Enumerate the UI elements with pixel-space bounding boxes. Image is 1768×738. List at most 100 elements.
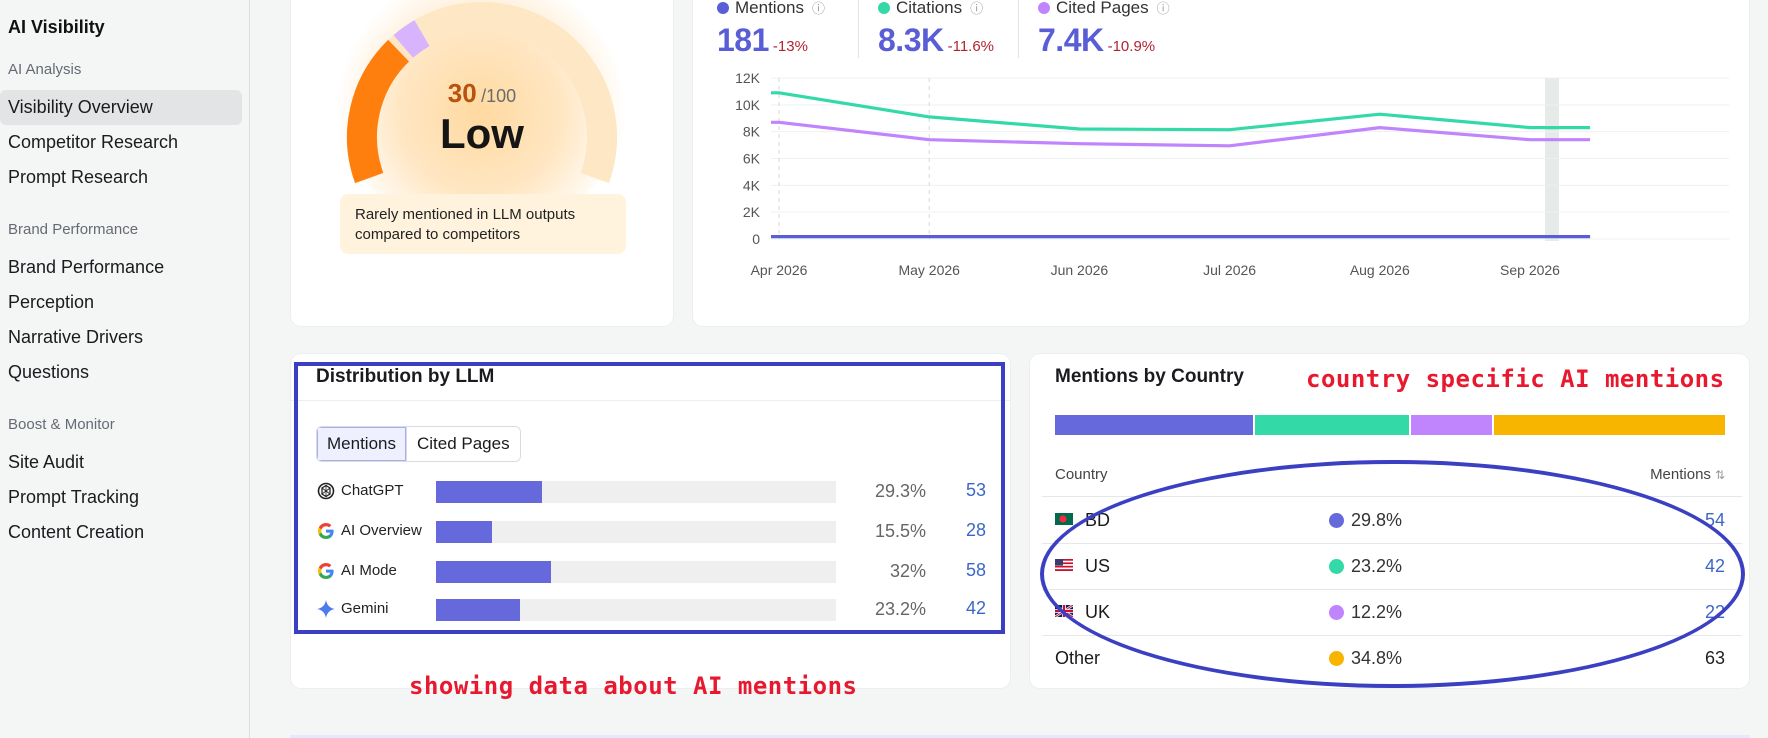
metric-citations-value: 8.3K -11.6% <box>878 22 994 59</box>
country-share-segment <box>1410 415 1492 435</box>
info-icon[interactable]: ⓘ <box>970 1 984 16</box>
gauge-competitor-segment <box>393 20 430 58</box>
llm-count-link[interactable]: 28 <box>965 520 986 540</box>
next-card-edge <box>290 735 1750 738</box>
llm-bar-track <box>436 599 836 621</box>
visibility-level: Low <box>440 110 524 157</box>
sidebar-section-brand-performance: Brand Performance <box>8 221 139 238</box>
metric-divider <box>858 0 859 58</box>
bd-flag-icon <box>1055 513 1073 525</box>
llm-name: Gemini <box>341 600 389 617</box>
metric-cited-pages-label: Cited Pages <box>1056 0 1149 17</box>
y-tick-label: 2K <box>743 204 761 220</box>
google-icon <box>317 562 334 580</box>
tab-cited-pages[interactable]: Cited Pages <box>405 427 520 461</box>
annotation-rectangle <box>294 362 1005 634</box>
gauge-fill <box>346 39 410 184</box>
trend-line-chart[interactable]: 0 2K 4K 6K 8K 10K 12K Apr 2026 May 2026 Jun 2026 J… <box>693 0 1749 326</box>
visibility-score-card: 30 /100 Low Rarely mentioned in LLM outp… <box>291 0 673 326</box>
sidebar-item-prompt-tracking[interactable]: Prompt Tracking <box>8 487 140 507</box>
column-header-country[interactable]: Country <box>1055 466 1108 483</box>
metric-mentions-header: Mentions ⓘ <box>717 0 825 18</box>
x-tick-label: Sep 2026 <box>1500 262 1560 278</box>
column-header-mentions[interactable]: Mentions ⇅ <box>1585 466 1725 483</box>
sidebar-item-brand-performance[interactable]: Brand Performance <box>8 257 165 277</box>
llm-bar-track <box>436 481 836 503</box>
distribution-tabs: Mentions Cited Pages <box>316 426 521 462</box>
llm-bar <box>436 561 552 583</box>
sidebar-title: AI Visibility <box>8 17 105 37</box>
mentions-value: 181 <box>717 22 769 58</box>
sidebar-item-questions[interactable]: Questions <box>8 362 90 382</box>
annotation-ellipse <box>1040 460 1745 688</box>
gauge-glow <box>331 0 631 230</box>
x-tick-label: Jun 2026 <box>1051 262 1109 278</box>
llm-row-ai-overview: AI Overview 15.5% 28 <box>316 516 996 546</box>
gauge-score: 30 /100 <box>291 78 673 109</box>
visibility-gauge <box>346 2 617 184</box>
sidebar-item-visibility-overview[interactable]: Visibility Overview <box>0 90 242 125</box>
mentions-dot-icon <box>717 2 729 14</box>
sidebar-item-narrative-drivers[interactable]: Narrative Drivers <box>8 327 144 347</box>
score-max: /100 <box>481 86 517 106</box>
llm-bar-track <box>436 521 836 543</box>
llm-name: ChatGPT <box>341 482 404 499</box>
llm-name: AI Overview <box>341 522 422 539</box>
country-count: 63 <box>1704 648 1725 668</box>
sidebar-item-competitor-research[interactable]: Competitor Research <box>8 132 179 152</box>
sidebar-item-site-audit[interactable]: Site Audit <box>8 452 85 472</box>
country-share-bar <box>1055 415 1725 435</box>
x-tick-label: Apr 2026 <box>751 262 808 278</box>
cited-pages-dot-icon <box>1038 2 1050 14</box>
gemini-icon <box>317 600 335 618</box>
llm-name: AI Mode <box>341 562 397 579</box>
citations-change: -11.6% <box>947 38 995 55</box>
y-tick-label: 0 <box>752 231 760 247</box>
llm-percent: 32% <box>889 561 926 581</box>
sidebar-item-prompt-research[interactable]: Prompt Research <box>8 167 149 187</box>
score-value: 30 <box>447 78 477 108</box>
info-icon[interactable]: ⓘ <box>1156 1 1170 16</box>
llm-count-link[interactable]: 58 <box>965 560 986 580</box>
google-icon <box>317 522 334 540</box>
series-line-citations <box>771 91 1591 132</box>
sidebar-item-perception[interactable]: Perception <box>8 292 95 312</box>
country-share-segment <box>1055 415 1253 435</box>
y-tick-label: 8K <box>743 124 761 140</box>
y-tick-label: 12K <box>735 70 761 86</box>
llm-percent: 15.5% <box>874 521 926 541</box>
x-tick-label: May 2026 <box>898 262 960 278</box>
metric-cited-pages-value: 7.4K -10.9% <box>1038 22 1155 59</box>
annotation-distribution-note: showing data about AI mentions <box>409 672 858 700</box>
metric-cited-pages-header: Cited Pages ⓘ <box>1038 0 1170 18</box>
cited-pages-value: 7.4K <box>1038 22 1104 58</box>
country-title: Mentions by Country <box>1055 366 1244 387</box>
tab-mentions[interactable]: Mentions <box>317 427 406 461</box>
llm-percent: 23.2% <box>874 599 926 619</box>
distribution-title: Distribution by LLM <box>316 366 495 387</box>
sidebar-item-content-creation[interactable]: Content Creation <box>8 522 145 542</box>
column-header-mentions-label: Mentions <box>1650 466 1711 483</box>
metric-mentions-value: 181 -13% <box>717 22 808 59</box>
y-tick-label: 4K <box>743 177 761 193</box>
trend-card: Mentions ⓘ 181 -13% Citations ⓘ 8.3K -11.6% … <box>693 0 1749 326</box>
card-divider <box>291 400 1010 401</box>
sidebar-section-ai-analysis: AI Analysis <box>8 61 82 78</box>
info-icon[interactable]: ⓘ <box>811 1 825 16</box>
llm-percent: 29.3% <box>874 481 926 501</box>
y-tick-label: 6K <box>743 151 761 167</box>
llm-bar <box>436 521 492 543</box>
country-share-segment <box>1254 415 1409 435</box>
hover-band <box>1545 78 1559 241</box>
country-share-segment <box>1493 415 1725 435</box>
visibility-note: Rarely mentioned in LLM outputs compared… <box>340 194 626 254</box>
llm-count-link[interactable]: 53 <box>965 480 986 500</box>
metric-citations-label: Citations <box>896 0 963 17</box>
x-tick-label: Aug 2026 <box>1350 262 1410 278</box>
llm-row-ai-mode: AI Mode 32% 58 <box>316 556 996 586</box>
sidebar-section-boost-monitor: Boost & Monitor <box>8 416 115 433</box>
y-tick-label: 10K <box>735 97 761 113</box>
chatgpt-icon <box>317 482 335 500</box>
sort-icon[interactable]: ⇅ <box>1714 468 1725 482</box>
llm-count-link[interactable]: 42 <box>965 598 986 618</box>
